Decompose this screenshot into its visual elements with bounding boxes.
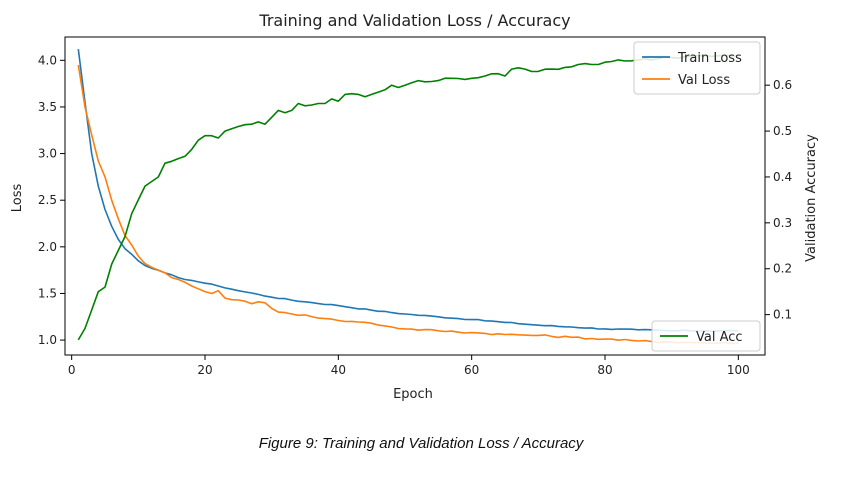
x-tick-label: 40 <box>331 363 346 377</box>
y2-tick-label: 0.5 <box>773 124 792 138</box>
y-tick-label: 3.5 <box>38 100 57 114</box>
y-tick-label: 2.0 <box>38 240 57 254</box>
y2-tick-label: 0.6 <box>773 78 792 92</box>
plot-frame <box>64 36 766 356</box>
series-line-val-acc <box>77 54 739 341</box>
x-tick-label: 100 <box>727 363 750 377</box>
x-tick-label: 0 <box>68 363 76 377</box>
chart-title: Training and Validation Loss / Accuracy <box>258 11 570 30</box>
x-tick-label: 80 <box>597 363 612 377</box>
legend-accuracy <box>651 320 761 352</box>
y2-tick-label: 0.2 <box>773 262 792 276</box>
x-tick-label: 60 <box>464 363 479 377</box>
legend-label-train-loss: Train Loss <box>677 51 742 66</box>
y2-tick-label: 0.4 <box>773 170 792 184</box>
legend-label-val-loss: Val Loss <box>678 73 730 88</box>
figure-caption: Figure 9: Training and Validation Loss /… <box>258 435 584 452</box>
y-tick-label: 1.5 <box>38 286 57 300</box>
y-tick-label: 4.0 <box>38 53 57 67</box>
legend-label-val-acc: Val Acc <box>696 330 743 345</box>
y2-axis-label: Validation Accuracy <box>804 134 819 262</box>
legend-loss <box>633 41 761 95</box>
y-axis-label: Loss <box>10 184 25 213</box>
x-tick-label: 20 <box>197 363 212 377</box>
x-axis-label: Epoch <box>393 387 433 402</box>
series-line-val-loss <box>77 64 739 345</box>
y-tick-label: 3.0 <box>38 147 57 161</box>
y-tick-label: 1.0 <box>38 333 57 347</box>
series-line-train-loss <box>77 49 739 332</box>
y2-tick-label: 0.3 <box>773 216 792 230</box>
y2-tick-label: 0.1 <box>773 308 792 322</box>
y-tick-label: 2.5 <box>38 193 57 207</box>
line-chart: Training and Validation Loss / Accuracy … <box>10 11 819 402</box>
